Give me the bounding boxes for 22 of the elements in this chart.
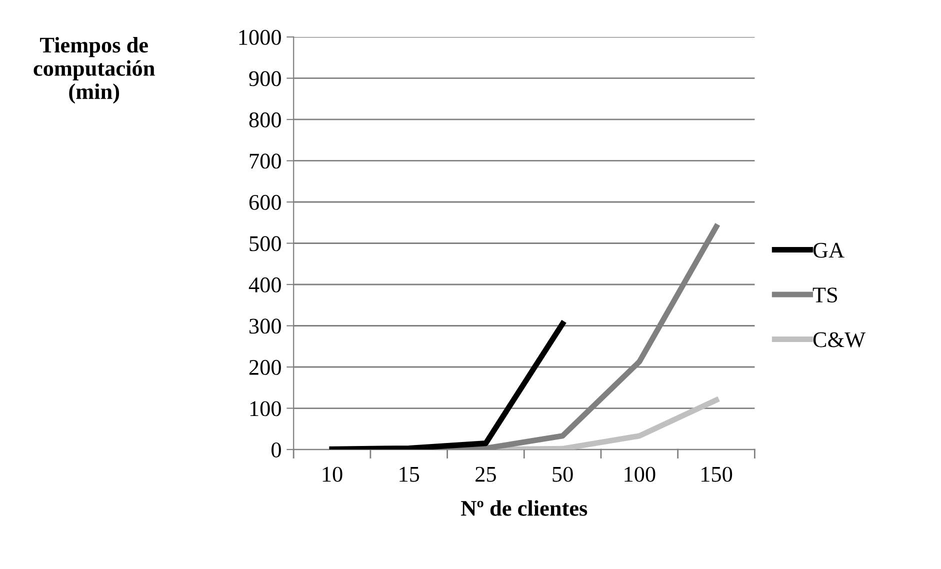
x-tick-label: 100: [624, 466, 656, 482]
x-tick-label: 150: [702, 466, 732, 482]
y-tick-label: 0: [272, 442, 281, 458]
y-tick-label: 600: [249, 194, 281, 210]
y-tick-label: 1000: [239, 30, 281, 45]
y-tick-label: 200: [249, 360, 281, 375]
x-tick-label: 15: [400, 466, 420, 482]
y-tick-label: 800: [249, 112, 281, 128]
y-tick-label: 300: [250, 318, 281, 334]
x-axis-title: Nº de clientes: [461, 500, 588, 516]
y-tick-label: 100: [250, 401, 281, 416]
legend-label: GA: [813, 242, 844, 258]
x-tick-label: 50: [552, 466, 573, 482]
y-tick-label: 700: [250, 154, 281, 169]
x-tick-label: 10: [322, 466, 342, 482]
y-tick-label: 900: [249, 71, 281, 86]
y-tick-label: 400: [248, 277, 281, 292]
y-tick-label: 500: [250, 236, 281, 252]
legend-label: TS: [812, 288, 838, 303]
legend-label: C&W: [813, 332, 866, 348]
y-axis-title: Tiempos de computación (min): [34, 36, 155, 104]
x-tick-label: 25: [476, 466, 496, 482]
